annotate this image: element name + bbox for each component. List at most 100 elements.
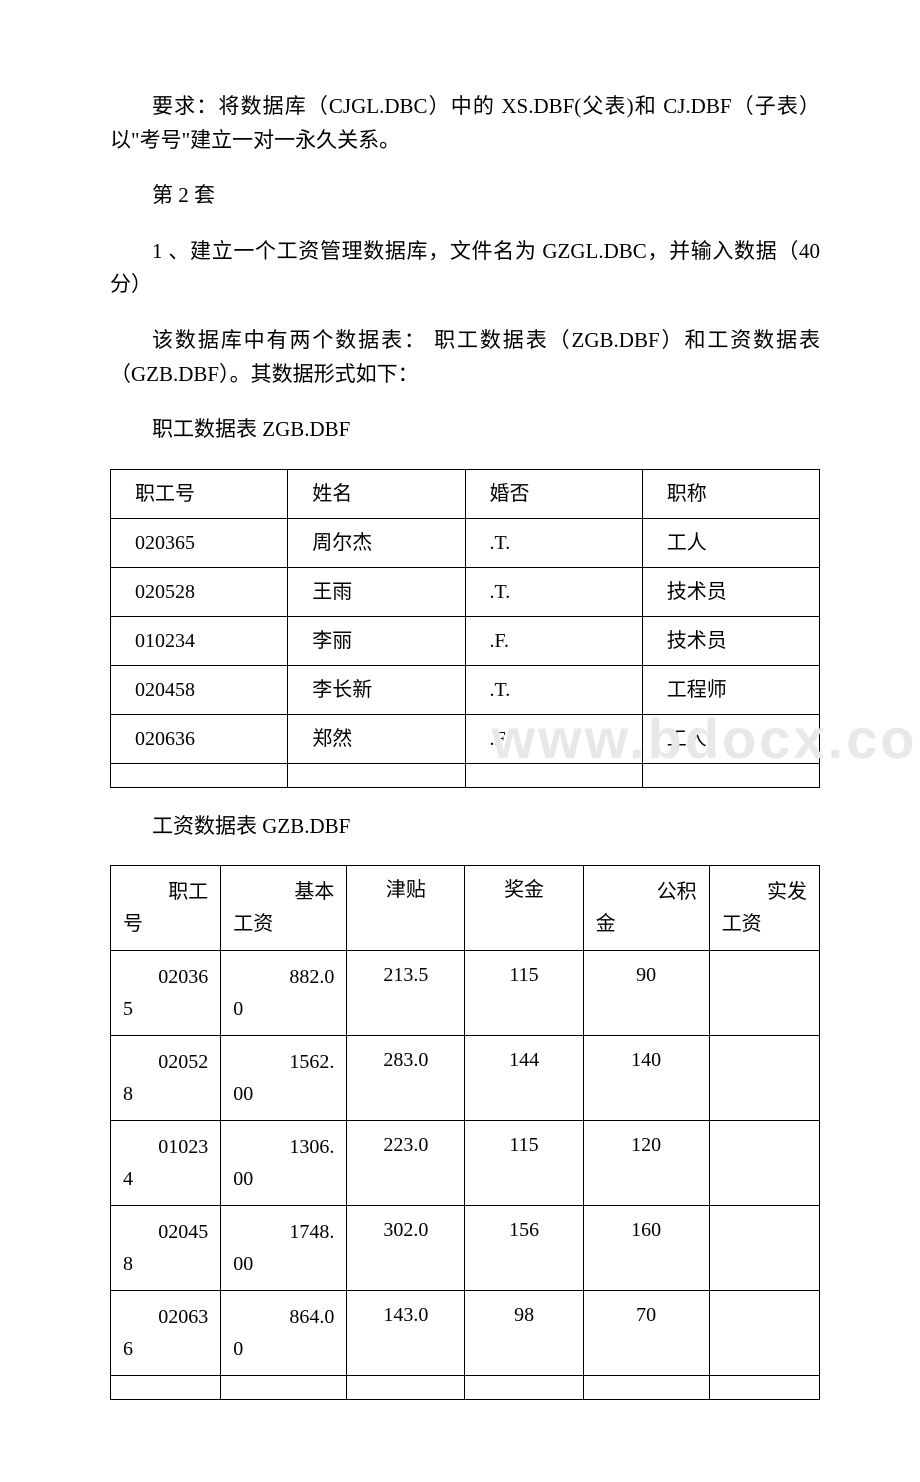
table-header-cell: 职称 [642,469,819,518]
table-cell: 工人www.bdocx.com [642,714,819,763]
cell-text: 01023 [115,1129,216,1163]
cell-text: 02063 [115,1299,216,1333]
table-cell [288,763,465,787]
table-cell: 020458 [111,1206,221,1291]
table-cell: 技术员 [642,616,819,665]
cell-text: 工资 [714,908,815,942]
table-cell [709,1376,819,1400]
cell-text: 职工 [115,874,216,908]
table-cell: .T. [465,518,642,567]
gzb-table: 职工号 基本工资 津贴 奖金 公积金 实发工资 020365 882.00 21… [110,865,820,1400]
cell-text: 882.0 [225,959,342,993]
table-cell: 143.0 [347,1291,465,1376]
table-row: 010234 1306.00 223.0 115 120 [111,1121,820,1206]
zgb-table: 职工号 姓名 婚否 职称 020365 周尔杰 .T. 工人 020528 王雨… [110,469,820,788]
cell-text: 4 [115,1163,216,1197]
table-cell: 技术员 [642,567,819,616]
cell-text: 工资 [225,908,342,942]
table-cell: 144 [465,1036,583,1121]
table-cell: 1562.00 [221,1036,347,1121]
table-cell-text: 工人 [667,728,707,750]
table-row: 020365 周尔杰 .T. 工人 [111,518,820,567]
table-row: 020458 1748.00 302.0 156 160 [111,1206,820,1291]
table-cell: 010234 [111,1121,221,1206]
table-cell: 90 [583,951,709,1036]
table-cell: 882.00 [221,951,347,1036]
table-cell: 283.0 [347,1036,465,1121]
table-cell: 156 [465,1206,583,1291]
table-header-cell: 津贴 [347,866,465,951]
table-cell [709,1206,819,1291]
paragraph-desc: 该数据库中有两个数据表： 职工数据表（ZGB.DBF）和工资数据表（GZB.DB… [110,324,820,391]
paragraph-task-1: 1 、建立一个工资管理数据库，文件名为 GZGL.DBC，并输入数据（40 分） [110,235,820,302]
table-cell: 010234 [111,616,288,665]
table-header-cell: 实发工资 [709,866,819,951]
table-cell: .F. [465,714,642,763]
table-cell [642,763,819,787]
table-cell: 115 [465,951,583,1036]
table-row: 020365 882.00 213.5 115 90 [111,951,820,1036]
paragraph-requirement: 要求：将数据库（CJGL.DBC）中的 XS.DBF(父表)和 CJ.DBF（子… [110,90,820,157]
table-cell [465,1376,583,1400]
table-header-cell: 职工号 [111,866,221,951]
table-cell: 020458 [111,665,288,714]
cell-text: 02052 [115,1044,216,1078]
table-cell: 郑然 [288,714,465,763]
cell-text: 00 [225,1078,342,1112]
table-cell: 1306.00 [221,1121,347,1206]
cell-text: 5 [115,993,216,1027]
table-cell: 160 [583,1206,709,1291]
table-cell: 98 [465,1291,583,1376]
cell-text: 6 [115,1333,216,1367]
table-cell [111,763,288,787]
table-header-cell: 基本工资 [221,866,347,951]
cell-text: 864.0 [225,1299,342,1333]
cell-text: 公积 [588,874,705,908]
table-cell [111,1376,221,1400]
table-row: 020528 王雨 .T. 技术员 [111,567,820,616]
table-row: 020636 864.00 143.0 98 70 [111,1291,820,1376]
table-cell: 1748.00 [221,1206,347,1291]
table-cell: 020636 [111,714,288,763]
table-cell: 213.5 [347,951,465,1036]
table-cell [709,1121,819,1206]
cell-text: 00 [225,1163,342,1197]
cell-text: 8 [115,1078,216,1112]
table-cell [583,1376,709,1400]
table-cell: 020365 [111,951,221,1036]
table-cell: 020528 [111,1036,221,1121]
table-cell: 70 [583,1291,709,1376]
cell-text: 基本 [225,874,342,908]
paragraph-set-title: 第 2 套 [110,179,820,213]
cell-text: 1306. [225,1129,342,1163]
table-cell: .T. [465,567,642,616]
table-empty-row [111,1376,820,1400]
cell-text: 0 [225,993,342,1027]
cell-text: 金 [588,908,705,942]
cell-text: 0 [225,1333,342,1367]
table-cell: 020528 [111,567,288,616]
table-cell: 周尔杰 [288,518,465,567]
table-cell [221,1376,347,1400]
cell-text: 号 [115,908,216,942]
table-cell: 864.00 [221,1291,347,1376]
table-cell [709,951,819,1036]
table-cell: 302.0 [347,1206,465,1291]
table-cell [709,1291,819,1376]
table-cell: 140 [583,1036,709,1121]
table-cell [709,1036,819,1121]
table-header-row: 职工号 基本工资 津贴 奖金 公积金 实发工资 [111,866,820,951]
table-cell: .F. [465,616,642,665]
table1-caption: 职工数据表 ZGB.DBF [110,413,820,447]
table-cell: 工程师 [642,665,819,714]
table-header-cell: 奖金 [465,866,583,951]
cell-text: 实发 [714,874,815,908]
table-header-cell: 公积金 [583,866,709,951]
table-cell: 020365 [111,518,288,567]
table-header-row: 职工号 姓名 婚否 职称 [111,469,820,518]
table2-caption: 工资数据表 GZB.DBF [110,810,820,844]
table-row: 010234 李丽 .F. 技术员 [111,616,820,665]
table-cell: 工人 [642,518,819,567]
cell-text: 02045 [115,1214,216,1248]
table-cell: 李丽 [288,616,465,665]
